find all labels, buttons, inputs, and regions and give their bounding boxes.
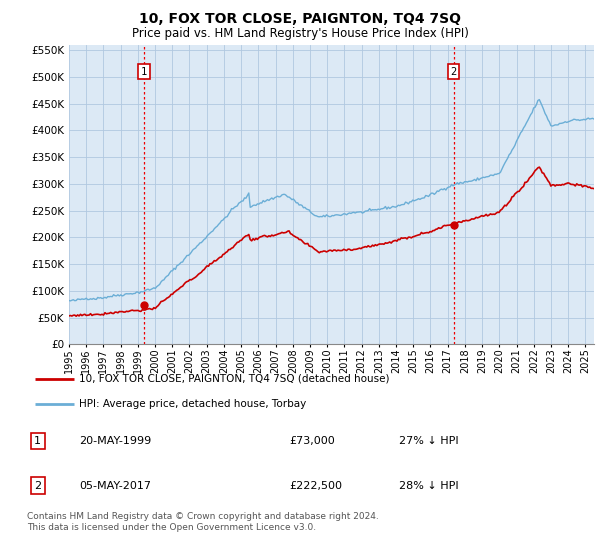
Text: £222,500: £222,500: [289, 481, 342, 491]
Text: 1: 1: [141, 67, 148, 77]
Text: 20-MAY-1999: 20-MAY-1999: [79, 436, 151, 446]
Text: 2: 2: [34, 481, 41, 491]
Text: 10, FOX TOR CLOSE, PAIGNTON, TQ4 7SQ (detached house): 10, FOX TOR CLOSE, PAIGNTON, TQ4 7SQ (de…: [79, 374, 390, 384]
Text: HPI: Average price, detached house, Torbay: HPI: Average price, detached house, Torb…: [79, 399, 307, 409]
Text: Price paid vs. HM Land Registry's House Price Index (HPI): Price paid vs. HM Land Registry's House …: [131, 27, 469, 40]
Text: 1: 1: [34, 436, 41, 446]
Text: Contains HM Land Registry data © Crown copyright and database right 2024.
This d: Contains HM Land Registry data © Crown c…: [27, 512, 379, 532]
Text: 2: 2: [451, 67, 457, 77]
Text: 10, FOX TOR CLOSE, PAIGNTON, TQ4 7SQ: 10, FOX TOR CLOSE, PAIGNTON, TQ4 7SQ: [139, 12, 461, 26]
Text: £73,000: £73,000: [289, 436, 335, 446]
Text: 05-MAY-2017: 05-MAY-2017: [79, 481, 151, 491]
Text: 27% ↓ HPI: 27% ↓ HPI: [400, 436, 459, 446]
Text: 28% ↓ HPI: 28% ↓ HPI: [400, 481, 459, 491]
